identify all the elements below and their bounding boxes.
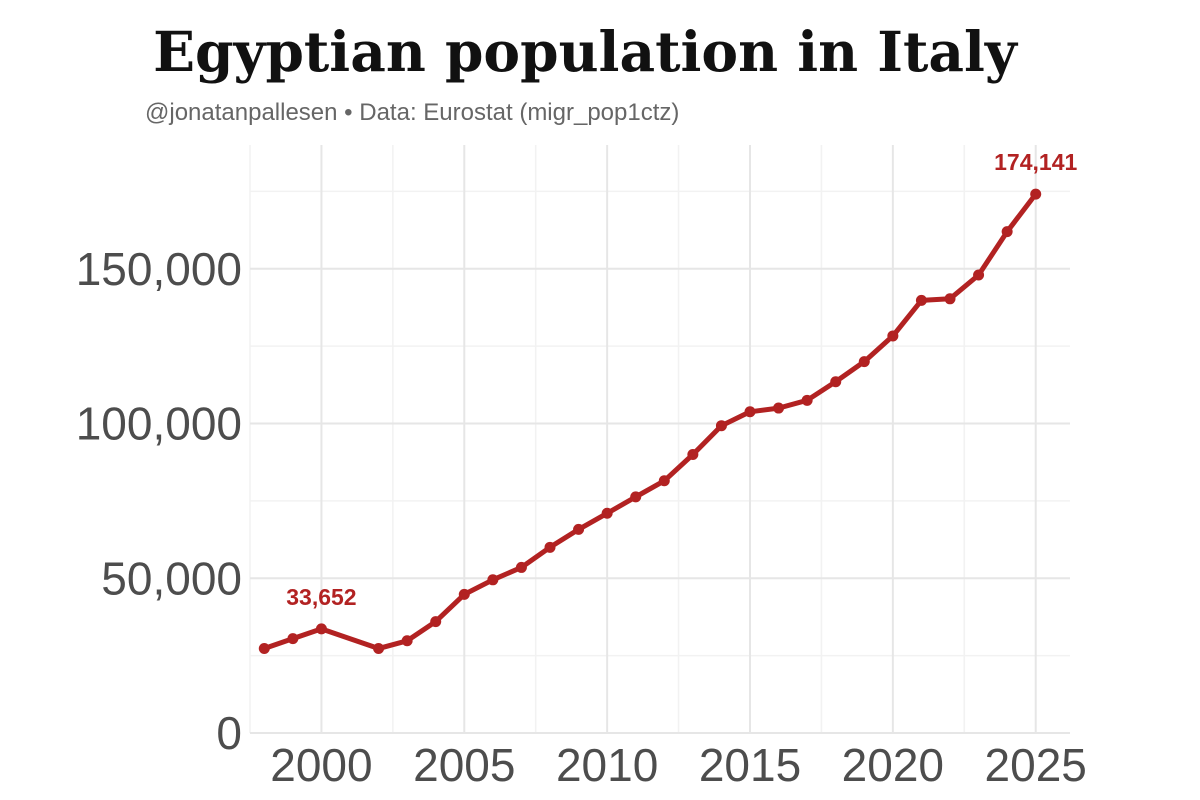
data-point — [858, 356, 870, 368]
data-point — [401, 635, 413, 647]
data-point — [515, 561, 527, 573]
data-point — [715, 420, 727, 432]
data-point — [373, 643, 385, 655]
x-tick-label: 2010 — [556, 739, 658, 791]
data-label: 33,652 — [286, 584, 356, 610]
x-tick-label: 2005 — [413, 739, 515, 791]
chart-subtitle: @jonatanpallesen • Data: Eurostat (migr_… — [145, 99, 680, 126]
data-point — [487, 574, 499, 586]
x-tick-label: 2020 — [842, 739, 944, 791]
data-point — [830, 376, 842, 388]
series-line — [261, 191, 1039, 651]
data-point — [458, 588, 470, 600]
data-point — [773, 402, 785, 414]
y-tick-label: 150,000 — [76, 243, 242, 295]
data-point — [1001, 226, 1013, 238]
data-point — [630, 491, 642, 503]
data-point — [1030, 188, 1042, 200]
x-tick-label: 2015 — [699, 739, 801, 791]
data-point — [287, 633, 299, 645]
data-point — [658, 475, 670, 487]
data-point — [973, 269, 985, 281]
data-point — [887, 330, 899, 342]
data-point — [944, 293, 956, 305]
data-point — [601, 507, 613, 519]
data-label: 174,141 — [994, 149, 1077, 175]
data-point — [573, 523, 585, 535]
y-tick-label: 100,000 — [76, 398, 242, 450]
data-point — [687, 448, 699, 460]
y-tick-label: 50,000 — [101, 552, 242, 604]
x-tick-label: 2025 — [985, 739, 1087, 791]
y-tick-label: 0 — [216, 707, 242, 759]
data-point — [315, 623, 327, 635]
data-point — [258, 643, 270, 655]
x-tick-label: 2000 — [270, 739, 372, 791]
data-point — [744, 406, 756, 418]
data-point — [801, 394, 813, 406]
chart-title: Egyptian population in Italy — [153, 19, 1017, 84]
data-point — [915, 294, 927, 306]
data-point — [430, 616, 442, 628]
data-point — [544, 541, 556, 553]
